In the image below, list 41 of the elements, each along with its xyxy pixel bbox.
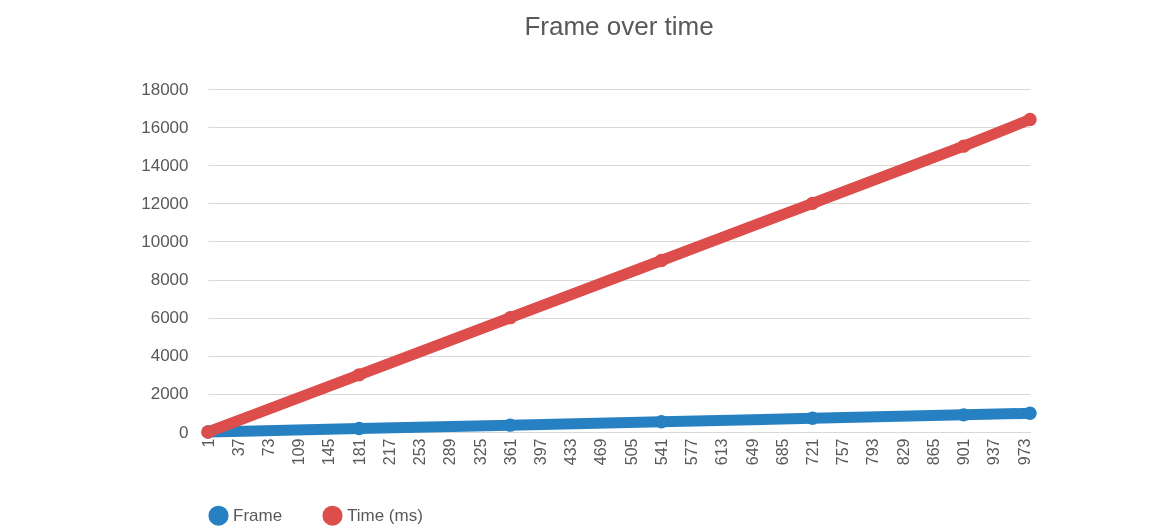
x-tick-label: 37 (229, 438, 247, 457)
x-tick-label: 757 (834, 438, 852, 466)
x-tick-label: 73 (259, 438, 277, 457)
y-tick-label: 12000 (141, 193, 189, 213)
x-tick-label: 1 (199, 438, 217, 448)
x-tick-label: 793 (864, 438, 882, 466)
x-tick-label: 541 (652, 438, 670, 466)
x-tick-label: 289 (441, 438, 459, 466)
y-tick-label: 8000 (150, 270, 189, 290)
x-tick-label: 253 (411, 438, 429, 466)
y-tick-label: 16000 (141, 117, 189, 137)
y-tick-label: 2000 (150, 384, 189, 404)
x-tick-label: 469 (592, 438, 610, 466)
y-tick-label: 0 (179, 422, 189, 442)
x-tick-label: 829 (894, 438, 912, 466)
x-tick-label: 865 (924, 438, 942, 466)
x-tick-label: 397 (531, 438, 549, 466)
y-tick-label: 14000 (141, 155, 189, 175)
y-tick-label: 10000 (141, 231, 189, 251)
x-tick-label: 721 (804, 438, 822, 466)
x-tick-label: 649 (743, 438, 761, 466)
x-tick-label: 901 (955, 438, 973, 466)
legend-label: Time (ms) (347, 505, 423, 525)
y-tick-label: 4000 (150, 346, 189, 366)
x-tick-label: 577 (683, 438, 701, 466)
legend-label: Frame (233, 505, 283, 525)
x-tick-label: 433 (562, 438, 580, 466)
x-tick-label: 217 (380, 438, 398, 466)
x-tick-label: 973 (1015, 438, 1033, 466)
x-tick-label: 109 (290, 438, 308, 466)
x-tick-label: 181 (350, 438, 368, 466)
x-tick-label: 685 (773, 438, 791, 466)
x-tick-label: 613 (713, 438, 731, 466)
x-tick-label: 325 (471, 438, 489, 466)
x-tick-label: 145 (320, 438, 338, 466)
chart-title: Frame over time (524, 11, 714, 41)
x-tick-label: 505 (622, 438, 640, 466)
y-tick-label: 18000 (141, 79, 189, 99)
x-tick-label: 361 (501, 438, 519, 466)
x-tick-label: 937 (985, 438, 1003, 466)
y-tick-label: 6000 (150, 308, 189, 328)
